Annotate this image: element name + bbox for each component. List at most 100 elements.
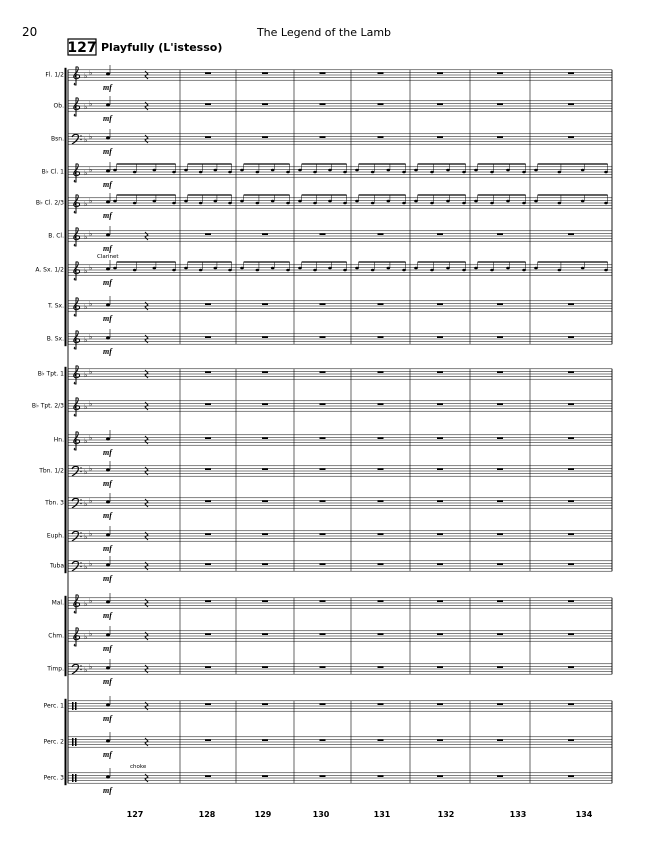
instrument-label: T. Sx. <box>47 303 64 310</box>
whole-rest <box>568 600 574 602</box>
instrument-label: B♭ Tpt. 1 <box>38 371 64 378</box>
whole-rest <box>205 303 211 305</box>
whole-rest <box>437 303 443 305</box>
whole-rest <box>319 739 326 741</box>
note-head <box>343 268 347 272</box>
note-head <box>557 268 562 272</box>
note-head <box>152 168 157 172</box>
whole-rest <box>205 703 211 705</box>
key-signature: ♭ <box>84 267 87 275</box>
note-head <box>386 168 391 172</box>
instrument-label: B. Sx. <box>47 336 64 343</box>
whole-rest <box>568 739 574 741</box>
key-signature: ♭ <box>89 264 92 272</box>
group-bracket <box>64 595 67 677</box>
note-head <box>240 199 244 203</box>
dynamic: mf <box>103 83 113 92</box>
note-head <box>557 170 562 174</box>
whole-rest <box>205 371 211 373</box>
whole-rest <box>568 103 574 105</box>
treble-clef <box>73 330 81 350</box>
note-head <box>534 168 538 172</box>
page-number: 20 <box>22 25 37 39</box>
key-signature: ♭ <box>89 368 92 376</box>
whole-rest <box>568 336 574 338</box>
instrument-label: Ob. <box>54 103 65 110</box>
key-signature: ♭ <box>84 403 87 411</box>
whole-rest <box>319 500 326 502</box>
whole-rest <box>205 563 211 565</box>
note-head <box>462 201 466 205</box>
treble-clef <box>73 397 81 417</box>
instrument-label: Timp. <box>46 666 64 673</box>
key-signature: ♭ <box>84 633 87 641</box>
whole-rest <box>437 103 443 105</box>
whole-rest <box>437 468 443 470</box>
note-head <box>198 201 203 205</box>
bass-clef-dot <box>80 532 82 534</box>
key-signature: ♭ <box>84 437 87 445</box>
whole-rest <box>497 633 503 635</box>
key-signature: ♭ <box>89 400 92 408</box>
note-head <box>184 266 188 270</box>
whole-rest <box>497 437 503 439</box>
dynamic: mf <box>103 750 113 759</box>
measure-number: 134 <box>576 810 593 819</box>
note-head <box>213 266 218 270</box>
note-head <box>474 266 478 270</box>
whole-rest <box>377 703 384 705</box>
whole-rest <box>205 600 211 602</box>
note-head <box>313 201 317 205</box>
note-head <box>106 739 110 743</box>
key-signature: ♭ <box>84 500 87 508</box>
instrument-label: Fl. 1/2 <box>45 72 64 79</box>
whole-rest <box>319 600 326 602</box>
whole-rest <box>262 303 268 305</box>
measure-number: 133 <box>510 810 527 819</box>
whole-rest <box>262 775 268 777</box>
note-head <box>198 170 203 174</box>
note-head <box>298 266 302 270</box>
whole-rest <box>319 703 326 705</box>
note-head <box>580 168 585 172</box>
bass-clef-dot <box>80 562 82 564</box>
quarter-rest <box>144 231 149 241</box>
whole-rest <box>568 136 574 138</box>
note-head <box>328 266 332 270</box>
note-head <box>506 266 510 270</box>
note-head <box>270 199 275 203</box>
note-head <box>106 233 110 237</box>
note-head <box>402 170 406 174</box>
bass-clef-dot <box>80 668 82 671</box>
whole-rest <box>205 437 211 439</box>
key-signature: ♭ <box>89 197 92 205</box>
instrument-label: Mal. <box>52 600 65 607</box>
note-head <box>113 199 117 203</box>
perc-clef <box>72 702 74 710</box>
key-signature: ♭ <box>84 169 87 177</box>
whole-rest <box>437 703 443 705</box>
quarter-rest <box>144 369 149 379</box>
whole-rest <box>262 72 268 74</box>
whole-rest <box>262 103 268 105</box>
quarter-rest <box>144 301 149 311</box>
cue-annotation: Clarinet <box>97 254 119 260</box>
note-head <box>522 201 526 205</box>
rehearsal-mark: 127 <box>67 40 96 56</box>
whole-rest <box>497 72 503 74</box>
whole-rest <box>437 336 443 338</box>
whole-rest <box>497 303 503 305</box>
whole-rest <box>262 703 268 705</box>
note-head <box>240 266 244 270</box>
note-head <box>506 199 510 203</box>
measure-number: 129 <box>255 810 272 819</box>
whole-rest <box>437 633 443 635</box>
key-signature: ♭ <box>84 468 87 476</box>
key-signature: ♭ <box>84 600 87 608</box>
treble-clef <box>73 227 81 247</box>
whole-rest <box>262 371 268 373</box>
whole-rest <box>319 403 326 405</box>
whole-rest <box>377 403 384 405</box>
bass-clef-dot <box>80 135 82 137</box>
